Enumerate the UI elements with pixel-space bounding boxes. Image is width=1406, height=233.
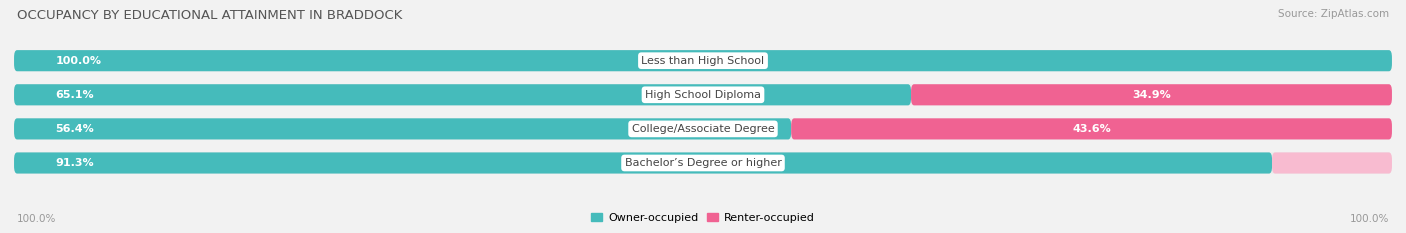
FancyBboxPatch shape <box>14 84 1392 105</box>
Text: High School Diploma: High School Diploma <box>645 90 761 100</box>
Text: 65.1%: 65.1% <box>55 90 94 100</box>
Text: 34.9%: 34.9% <box>1132 90 1171 100</box>
Text: OCCUPANCY BY EDUCATIONAL ATTAINMENT IN BRADDOCK: OCCUPANCY BY EDUCATIONAL ATTAINMENT IN B… <box>17 9 402 22</box>
FancyBboxPatch shape <box>14 50 1392 71</box>
FancyBboxPatch shape <box>14 118 1392 140</box>
FancyBboxPatch shape <box>14 152 1272 174</box>
Text: 100.0%: 100.0% <box>17 214 56 224</box>
FancyBboxPatch shape <box>14 84 911 105</box>
FancyBboxPatch shape <box>14 118 792 140</box>
FancyBboxPatch shape <box>1272 152 1392 174</box>
Legend: Owner-occupied, Renter-occupied: Owner-occupied, Renter-occupied <box>586 209 820 227</box>
FancyBboxPatch shape <box>792 118 1392 140</box>
Text: 100.0%: 100.0% <box>55 56 101 66</box>
FancyBboxPatch shape <box>14 152 1392 174</box>
Text: Bachelor’s Degree or higher: Bachelor’s Degree or higher <box>624 158 782 168</box>
Text: College/Associate Degree: College/Associate Degree <box>631 124 775 134</box>
Text: Less than High School: Less than High School <box>641 56 765 66</box>
Text: 100.0%: 100.0% <box>1350 214 1389 224</box>
Text: 91.3%: 91.3% <box>55 158 94 168</box>
Text: 56.4%: 56.4% <box>55 124 94 134</box>
FancyBboxPatch shape <box>911 84 1392 105</box>
Text: Source: ZipAtlas.com: Source: ZipAtlas.com <box>1278 9 1389 19</box>
Text: 43.6%: 43.6% <box>1073 124 1111 134</box>
FancyBboxPatch shape <box>14 50 1392 71</box>
